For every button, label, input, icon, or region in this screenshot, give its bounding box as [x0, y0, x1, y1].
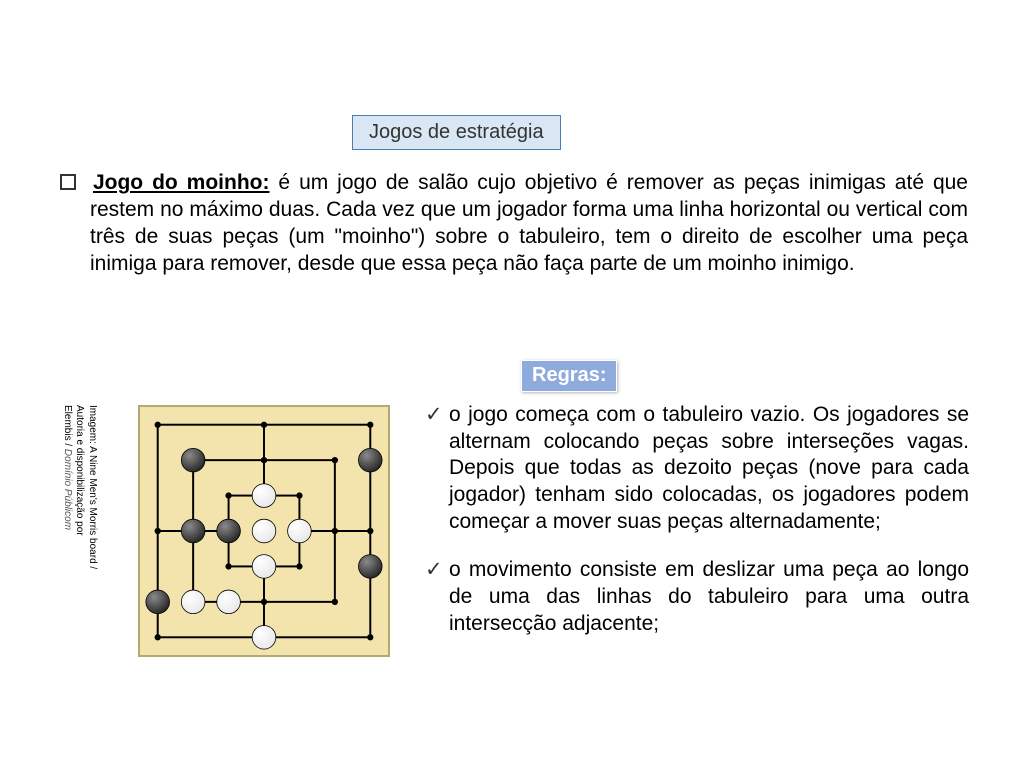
rules-badge-text: Regras: [532, 364, 606, 386]
intro-term: Jogo do moinho: [93, 171, 270, 194]
square-bullet-icon [60, 174, 76, 190]
check-icon: ✓ [425, 402, 443, 429]
rule-item: ✓ o jogo começa com o tabuleiro vazio. O… [425, 402, 969, 535]
rule-text: o jogo começa com o tabuleiro vazio. Os … [449, 403, 969, 533]
credit-line3b: Domínio Públicom [62, 449, 73, 530]
credit-line1: Imagem: A Nine Men's Morris board / [87, 405, 98, 569]
check-icon: ✓ [425, 557, 443, 584]
section-title: Jogos de estratégia [369, 121, 544, 143]
morris-board-diagram [138, 405, 390, 657]
credit-line2: Autoria e disponibilização por [75, 405, 86, 536]
rules-badge: Regras: [521, 360, 617, 392]
intro-paragraph: Jogo do moinho: é um jogo de salão cujo … [60, 170, 968, 278]
credit-line3a: Elembis / [62, 405, 73, 449]
image-credit: Imagem: A Nine Men's Morris board / Auto… [61, 405, 99, 657]
rule-text: o movimento consiste em deslizar uma peç… [449, 558, 969, 634]
board-svg [140, 407, 388, 655]
rule-item: ✓ o movimento consiste em deslizar uma p… [425, 557, 969, 637]
section-title-box: Jogos de estratégia [352, 115, 561, 150]
rules-list: ✓ o jogo começa com o tabuleiro vazio. O… [425, 402, 969, 659]
